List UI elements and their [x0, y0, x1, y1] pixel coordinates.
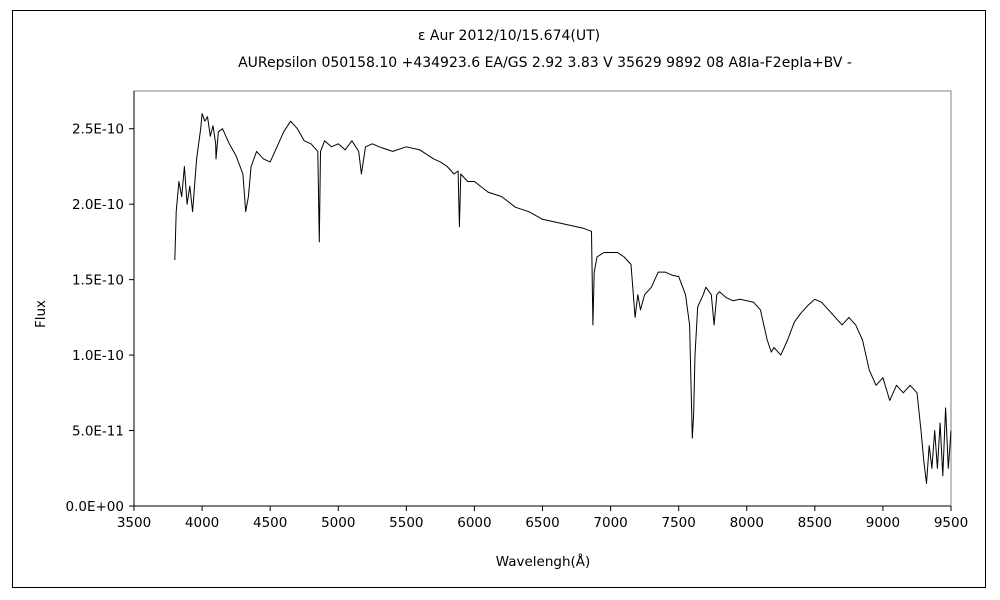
- x-tick-label: 8500: [798, 515, 832, 531]
- x-tick-label: 9500: [934, 515, 968, 531]
- y-axis-label: Flux: [33, 300, 49, 328]
- y-tick-label: 2.0E-10: [72, 197, 124, 213]
- y-tick-label: 1.5E-10: [72, 273, 124, 289]
- x-tick-label: 7500: [661, 515, 695, 531]
- series-line: [174, 113, 952, 484]
- x-tick-label: 4500: [253, 515, 287, 531]
- x-tick-label: 4000: [185, 515, 219, 531]
- x-axis-label: Wavelengh(Å): [496, 553, 591, 570]
- x-tick-label: 9000: [866, 515, 900, 531]
- x-tick-label: 6500: [525, 515, 559, 531]
- y-tick-label: 0.0E+00: [66, 499, 125, 515]
- y-tick-label: 1.0E-10: [72, 348, 124, 364]
- x-tick-label: 5500: [389, 515, 423, 531]
- x-tick-label: 8000: [730, 515, 764, 531]
- y-tick-label: 2.5E-10: [72, 122, 124, 138]
- x-tick-label: 3500: [117, 515, 151, 531]
- x-tick-label: 6000: [457, 515, 491, 531]
- x-tick-label: 5000: [321, 515, 355, 531]
- chart-frame: ε Aur 2012/10/15.674(UT) AURepsilon 0501…: [12, 10, 986, 588]
- x-tick-label: 7000: [593, 515, 627, 531]
- chart-title: ε Aur 2012/10/15.674(UT): [418, 28, 600, 44]
- y-tick-label: 5.0E-11: [72, 424, 124, 440]
- plot-area: [133, 90, 952, 507]
- chart-svg: ε Aur 2012/10/15.674(UT) AURepsilon 0501…: [33, 28, 968, 570]
- chart-subtitle: AURepsilon 050158.10 +434923.6 EA/GS 2.9…: [238, 55, 852, 71]
